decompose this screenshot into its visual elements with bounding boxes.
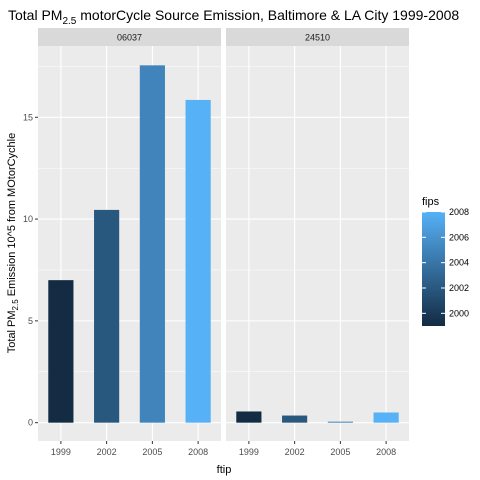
x-tick-label: 1999	[51, 447, 71, 457]
legend-label: 2002	[449, 283, 469, 293]
facet-strip	[38, 28, 221, 46]
bar-06037-1999	[48, 280, 74, 423]
y-tick-label: 5	[28, 316, 33, 326]
legend-title: fips	[422, 196, 440, 208]
bar-06037-2002	[94, 209, 120, 423]
panel-06037: 06037 1999 2002 2005 2008	[38, 28, 221, 457]
facet-strip-label: 24510	[305, 33, 330, 43]
facet-strip	[226, 28, 409, 46]
panel-background	[226, 46, 409, 441]
bar-06037-2008	[185, 99, 211, 423]
x-tick-label: 1999	[239, 447, 259, 457]
y-tick-label: 15	[23, 112, 33, 122]
legend: fips 2000 2002 2004 2006 2008	[422, 196, 469, 326]
legend-label: 2000	[449, 308, 469, 318]
y-tick-label: 10	[23, 214, 33, 224]
x-axis-title: ftip	[217, 464, 232, 476]
legend-colorbar	[422, 212, 445, 326]
legend-label: 2004	[449, 258, 469, 268]
x-tick-label: 2005	[330, 447, 350, 457]
bar-06037-2005	[139, 65, 165, 423]
x-tick-label: 2008	[188, 447, 208, 457]
bar-24510-2005	[327, 421, 353, 423]
y-tick-label: 0	[28, 418, 33, 428]
facet-strip-label: 06037	[117, 33, 142, 43]
x-tick-label: 2005	[142, 447, 162, 457]
x-tick-label: 2008	[376, 447, 396, 457]
x-tick-label: 2002	[285, 447, 305, 457]
y-axis: 0 5 10 15	[23, 112, 38, 428]
y-axis-title: Total PM2.5 Emission 10^5 from MOtorCych…	[6, 133, 20, 353]
legend-label: 2008	[449, 207, 469, 217]
bar-24510-2002	[282, 415, 308, 423]
legend-label: 2006	[449, 232, 469, 242]
panel-24510: 24510 1999 2002 2005 2008	[226, 28, 409, 457]
bar-24510-2008	[373, 412, 399, 423]
chart-title: Total PM2.5 motorCycle Source Emission, …	[8, 7, 459, 27]
facet-panels: 06037 1999 2002 2005 2008 24510 1999 2002 2005 20…	[23, 28, 409, 457]
x-tick-label: 2002	[97, 447, 117, 457]
bar-24510-1999	[236, 411, 262, 423]
